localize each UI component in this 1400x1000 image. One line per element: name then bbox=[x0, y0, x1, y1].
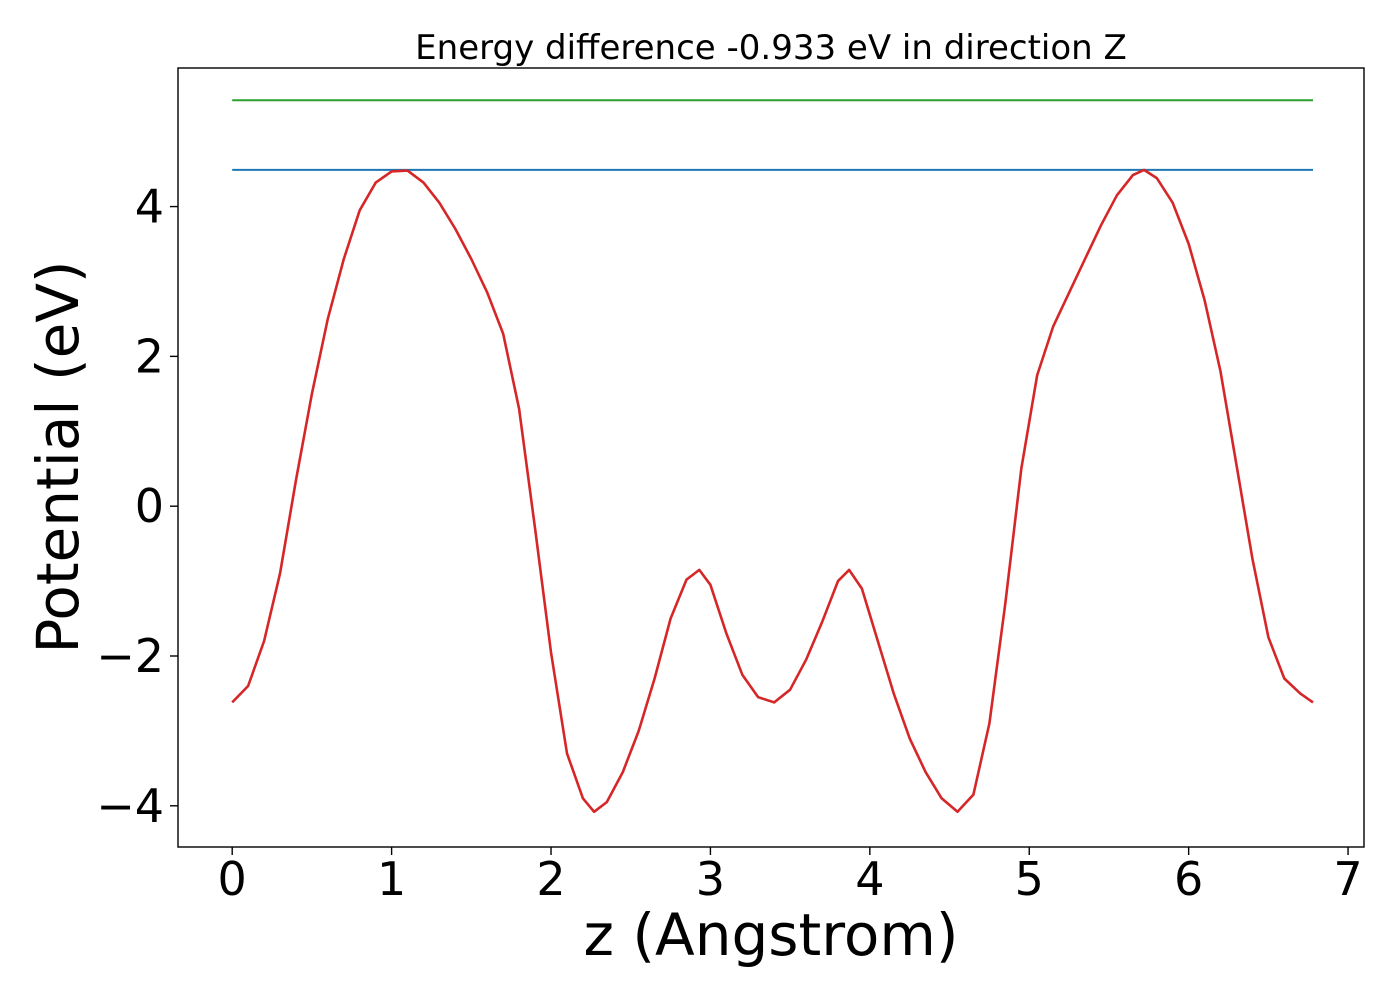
x-axis-label: z (Angstrom) bbox=[584, 901, 959, 969]
x-tick-label: 4 bbox=[855, 852, 884, 906]
y-axis-label: Potential (eV) bbox=[24, 260, 92, 653]
y-tick-label: −4 bbox=[96, 779, 164, 833]
y-tick-label: 2 bbox=[135, 329, 164, 383]
plot-frame bbox=[177, 67, 1365, 848]
x-tick-label: 5 bbox=[1015, 852, 1044, 906]
x-tick-label: 3 bbox=[696, 852, 725, 906]
x-axis-ticks: 0 1 2 3 4 5 6 7 bbox=[218, 847, 1363, 906]
y-tick-label: −2 bbox=[96, 629, 164, 683]
y-tick-label: 4 bbox=[135, 180, 164, 234]
plot-lines bbox=[231, 99, 1314, 814]
x-tick-label: 2 bbox=[536, 852, 565, 906]
x-tick-label: 0 bbox=[218, 852, 247, 906]
x-tick-label: 7 bbox=[1333, 852, 1362, 906]
y-axis-ticks: −4 −2 0 2 4 bbox=[96, 180, 178, 833]
y-tick-label: 0 bbox=[135, 479, 164, 533]
x-tick-label: 6 bbox=[1174, 852, 1203, 906]
chart-title: Energy difference -0.933 eV in direction… bbox=[415, 28, 1127, 68]
x-tick-label: 1 bbox=[377, 852, 406, 906]
series-line-2 bbox=[231, 168, 1314, 814]
